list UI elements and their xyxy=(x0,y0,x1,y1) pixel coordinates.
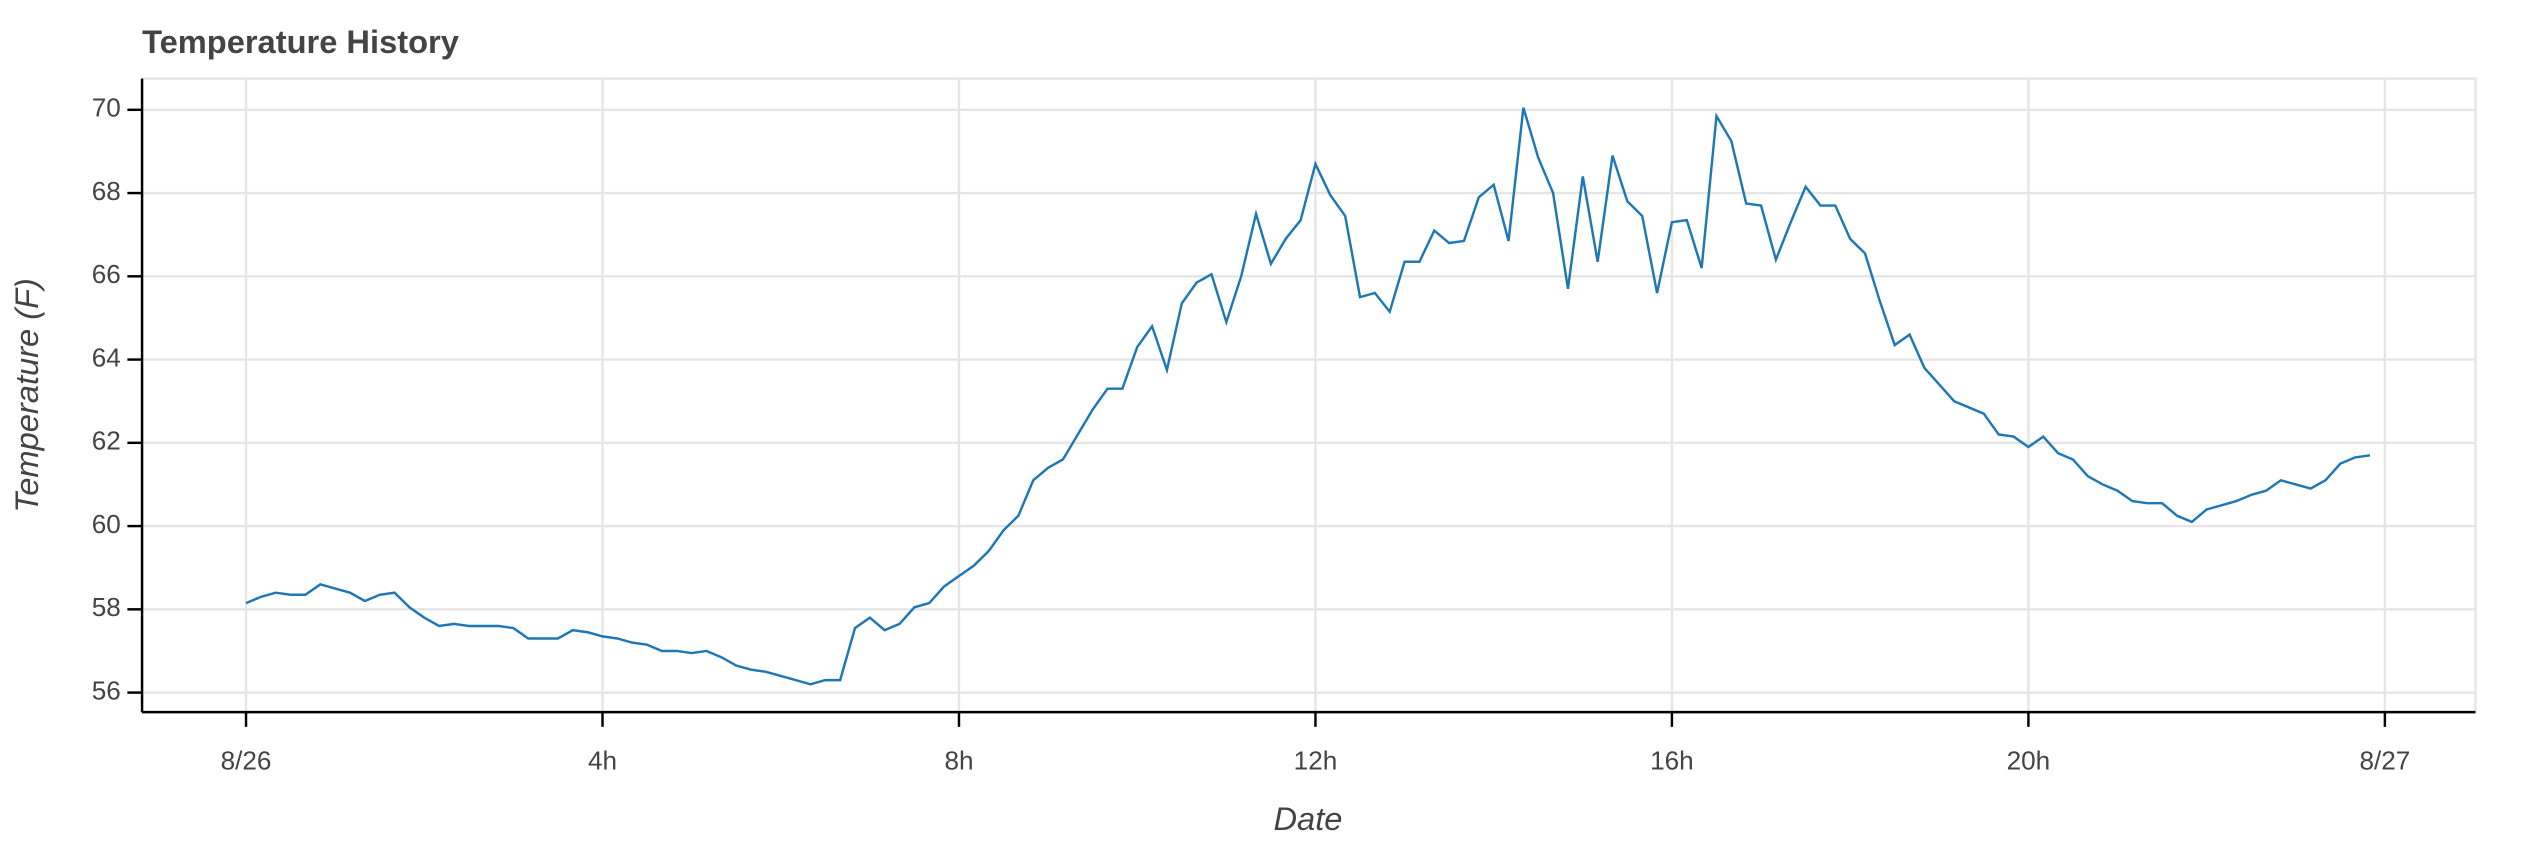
x-tick-label: 8/27 xyxy=(2359,746,2410,776)
x-tick-label: 12h xyxy=(1294,746,1338,776)
plot-frame xyxy=(140,77,2477,714)
y-tick-label: 60 xyxy=(92,509,121,539)
x-tick-label: 16h xyxy=(1650,746,1694,776)
y-tick-label: 68 xyxy=(92,176,121,206)
y-tick-label: 56 xyxy=(92,675,121,705)
y-tick-label: 62 xyxy=(92,426,121,456)
y-tick-label: 58 xyxy=(92,592,121,622)
y-tick-label: 64 xyxy=(92,342,121,372)
x-axis-title: Date xyxy=(1273,800,1342,837)
temperature-line xyxy=(245,107,2371,686)
x-tick-label: 8h xyxy=(944,746,973,776)
y-tick-label: 66 xyxy=(92,259,121,289)
grid xyxy=(142,78,2476,713)
x-tick-label: 8/26 xyxy=(221,746,272,776)
y-axis-title: Temperature (F) xyxy=(8,278,45,513)
y-tick-label: 70 xyxy=(92,93,121,123)
plot xyxy=(245,107,2371,686)
x-tick-label: 20h xyxy=(2007,746,2051,776)
chart-title: Temperature History xyxy=(142,23,459,60)
x-tick-label: 4h xyxy=(588,746,617,776)
